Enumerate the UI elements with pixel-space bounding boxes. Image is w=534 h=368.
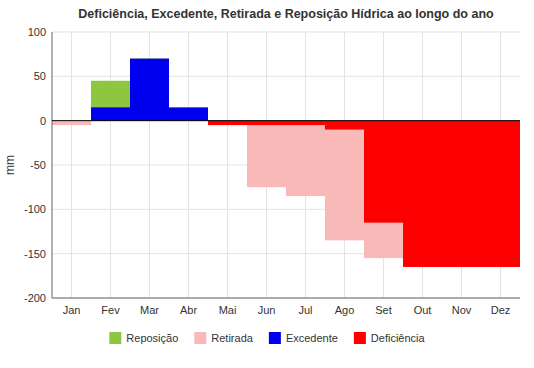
legend-swatch (194, 332, 206, 344)
y-axis (52, 32, 53, 298)
x-tick-label: Ago (335, 304, 355, 316)
x-tick-label: Dez (491, 304, 511, 316)
y-tick-label: -200 (24, 292, 46, 304)
bar (130, 59, 169, 121)
bar (442, 121, 481, 267)
x-tick-label: Mai (219, 304, 237, 316)
y-grid-line (52, 298, 520, 299)
y-tick-label: 0 (40, 115, 46, 127)
bar (247, 121, 286, 187)
title: Deficiência, Excedente, Retirada e Repos… (78, 7, 494, 21)
bar (130, 59, 169, 121)
x-tick-label: Fev (101, 304, 120, 316)
x-grid-line (227, 32, 228, 298)
legend-swatch (109, 332, 121, 344)
grid (52, 32, 520, 298)
legend-label: Reposição (126, 332, 178, 344)
bar (286, 121, 325, 125)
bar (325, 121, 364, 241)
bar (91, 81, 130, 121)
y-tick-label: -100 (24, 203, 46, 215)
x-grid-line (71, 32, 72, 298)
x-tick-label: Set (375, 304, 392, 316)
legend-label: Deficiência (371, 332, 426, 344)
legend-label: Excedente (286, 332, 338, 344)
x-tick-label: Jul (298, 304, 312, 316)
bar (286, 121, 325, 196)
bar (325, 121, 364, 130)
y-tick-label: -50 (30, 159, 46, 171)
y-grid-line (52, 32, 520, 33)
x-grid-line (110, 32, 111, 298)
legend-item: Excedente (269, 332, 338, 344)
x-tick-label: Out (414, 304, 432, 316)
legend-item: Retirada (194, 332, 253, 344)
x-grid-line (188, 32, 189, 298)
marks (52, 59, 520, 267)
series (91, 59, 208, 121)
series (208, 121, 520, 267)
legend-label: Retirada (211, 332, 253, 344)
y-tick-label: -150 (24, 248, 46, 260)
legend-swatch (269, 332, 281, 344)
chart: Deficiência, Excedente, Retirada e Repos… (0, 0, 534, 368)
x-tick-label: Mar (140, 304, 159, 316)
bar (364, 121, 403, 258)
x-tick-label: Nov (452, 304, 472, 316)
zero-line (52, 120, 520, 121)
series (91, 59, 169, 121)
y-grid-line (52, 76, 520, 77)
bar (52, 121, 91, 125)
x-tick-label: Abr (180, 304, 197, 316)
y-tick-label: 100 (28, 26, 46, 38)
bar (481, 121, 520, 267)
x-tick-label: Jan (63, 304, 81, 316)
bar (364, 121, 403, 223)
y-tick-label: 50 (34, 70, 46, 82)
y-axis-label: mm (3, 155, 17, 175)
bar (169, 107, 208, 120)
x-tick-label: Jun (258, 304, 276, 316)
bar (91, 107, 130, 120)
legend-swatch (354, 332, 366, 344)
x-axis (52, 298, 520, 299)
legend-item: Reposição (109, 332, 178, 344)
bar (403, 121, 442, 267)
bar (247, 121, 286, 125)
y-grid-line (52, 120, 520, 121)
bar (208, 121, 247, 125)
legend-item: Deficiência (354, 332, 426, 344)
legend: Reposição Retirada Excedente Deficiência (109, 332, 425, 344)
